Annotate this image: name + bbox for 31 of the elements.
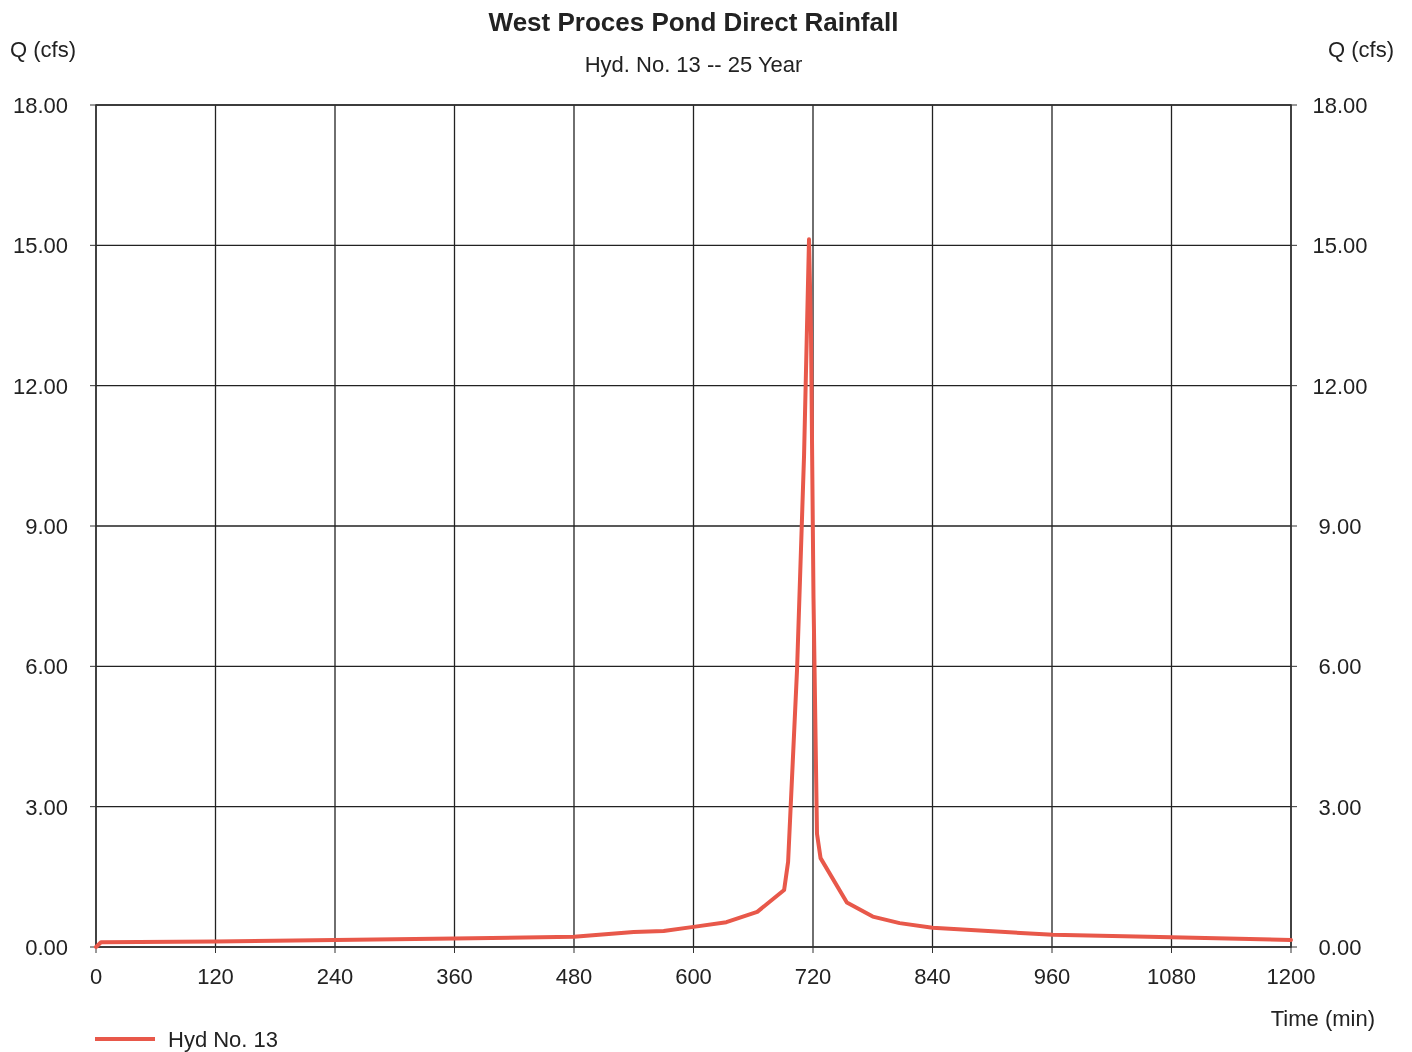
y2-tick-label: 15.00: [1312, 233, 1368, 259]
y2-axis-title: Q (cfs): [1328, 37, 1394, 62]
x-tick-label: 240: [316, 964, 354, 989]
y-tick-label: 9.00: [25, 514, 68, 539]
legend-label: Hyd No. 13: [168, 1027, 279, 1052]
chart-title: West Proces Pond Direct Rainfall: [488, 7, 899, 37]
x-tick-label: 1200: [1266, 964, 1316, 989]
x-tick-label: 360: [436, 964, 473, 989]
y-axis-title: Q (cfs): [10, 37, 76, 62]
x-tick-label: 480: [555, 964, 593, 989]
x-tick-label: 0: [89, 964, 103, 989]
y-tick-label: 18.00: [12, 93, 68, 118]
y2-tick-label: 18.00: [1312, 93, 1368, 118]
y2-tick-label: 6.00: [1318, 654, 1362, 680]
x-tick-label: 720: [794, 964, 832, 989]
y2-tick-label: 12.00: [1312, 373, 1368, 399]
y-tick-label: 0.00: [25, 935, 68, 960]
y-tick-label: 15.00: [12, 233, 68, 259]
chart-subtitle: Hyd. No. 13 -- 25 Year: [584, 52, 803, 77]
x-tick-label: 960: [1033, 964, 1071, 989]
x-tick-label: 1080: [1147, 964, 1196, 989]
x-tick-label: 600: [675, 964, 712, 989]
y2-tick-label: 3.00: [1318, 794, 1362, 820]
y-tick-label: 3.00: [25, 794, 68, 820]
y-tick-label: 12.00: [12, 373, 68, 399]
y2-tick-label: 9.00: [1318, 514, 1362, 539]
y2-tick-label: 0.00: [1318, 935, 1362, 960]
x-axis-title: Time (min): [1270, 1006, 1375, 1031]
x-tick-label: 840: [914, 964, 951, 989]
x-tick-label: 120: [197, 964, 234, 989]
y-tick-label: 6.00: [25, 654, 68, 680]
